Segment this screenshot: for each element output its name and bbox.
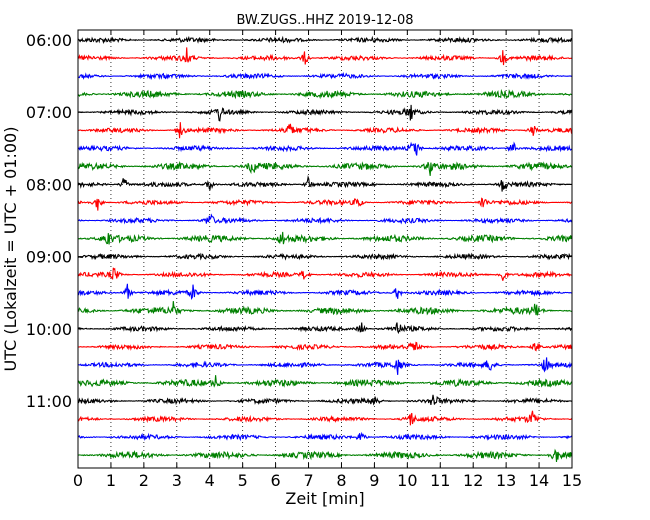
x-tick-label: 3 — [172, 471, 182, 490]
trace-0945 — [78, 301, 573, 316]
trace-1045 — [77, 375, 573, 388]
x-tick-label: 4 — [205, 471, 215, 490]
x-tick-label: 0 — [73, 471, 83, 490]
y-tick-label: 10:00 — [26, 320, 72, 339]
trace-0845 — [77, 231, 573, 245]
x-tick-label: 11 — [430, 471, 450, 490]
x-tick-label: 15 — [562, 471, 582, 490]
x-tick-label: 7 — [303, 471, 313, 490]
y-axis-label: UTC (Lokalzeit = UTC + 01:00) — [1, 127, 20, 372]
trace-0830 — [77, 213, 573, 225]
trace-0715 — [77, 122, 573, 139]
x-tick-label: 14 — [529, 471, 549, 490]
x-tick-label: 9 — [369, 471, 379, 490]
y-tick-label: 11:00 — [26, 392, 72, 411]
x-tick-label: 12 — [463, 471, 483, 490]
axis-ticks: 0 1 2 3 4 5 6 7 8 9 10 11 12 13 14 1506:0007:0008:0009:… — [26, 30, 582, 490]
trace-1000 — [77, 322, 573, 335]
trace-1130 — [77, 431, 573, 442]
trace-1015 — [77, 341, 573, 352]
x-tick-label: 8 — [336, 471, 346, 490]
trace-0900 — [77, 252, 573, 261]
trace-0815 — [77, 197, 573, 211]
trace-1030 — [77, 357, 573, 375]
trace-0915 — [77, 267, 573, 281]
y-tick-label: 06:00 — [26, 31, 72, 50]
trace-1100 — [77, 394, 573, 406]
x-tick-label: 6 — [271, 471, 281, 490]
trace-1145 — [77, 448, 573, 462]
y-tick-label: 08:00 — [26, 175, 72, 194]
trace-0600 — [77, 35, 572, 45]
trace-0615 — [77, 47, 573, 66]
trace-0800 — [77, 174, 572, 192]
trace-0645 — [77, 88, 573, 100]
trace-0930 — [77, 283, 573, 301]
chart-title: BW.ZUGS..HHZ 2019-12-08 — [236, 13, 413, 28]
trace-0745 — [77, 160, 572, 176]
trace-1115 — [77, 410, 573, 426]
x-tick-label: 13 — [496, 471, 516, 490]
plot-frame — [77, 29, 573, 469]
trace-0700 — [77, 104, 573, 122]
y-tick-label: 07:00 — [26, 103, 72, 122]
x-tick-label: 2 — [139, 471, 149, 490]
x-tick-label: 1 — [106, 471, 116, 490]
trace-0630 — [77, 71, 573, 81]
trace-0730 — [77, 141, 573, 156]
x-tick-label: 5 — [238, 471, 248, 490]
y-tick-label: 09:00 — [26, 248, 72, 267]
seismogram-traces — [77, 35, 573, 462]
x-axis-label: Zeit [min] — [285, 489, 364, 508]
x-tick-label: 10 — [397, 471, 417, 490]
